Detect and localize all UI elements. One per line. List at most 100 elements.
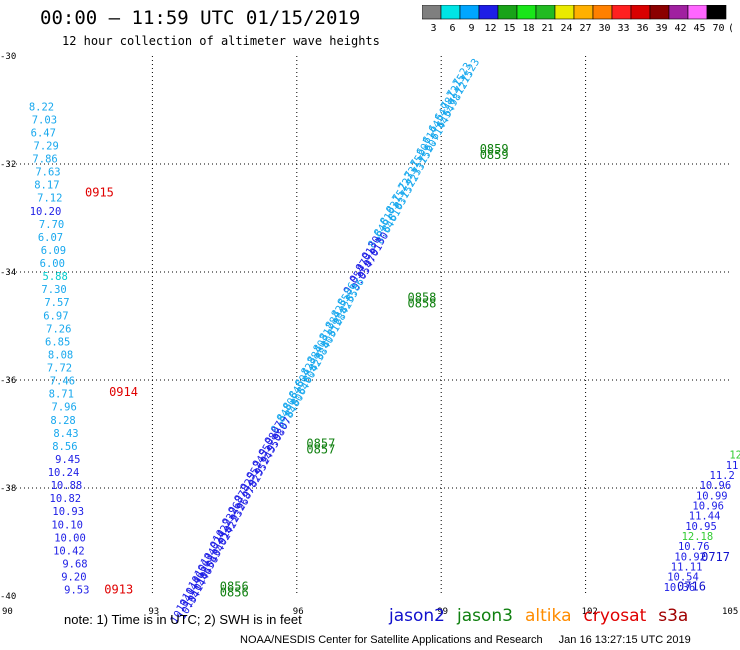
colorbar-tick-label: 30 [598, 23, 610, 34]
swh-value-label: 12.18 [682, 531, 714, 543]
swh-value-label: 8.71 [49, 389, 74, 401]
swh-value-label: 10.96 [700, 480, 732, 492]
legend-jason2: jason2 [389, 606, 445, 626]
swh-value-label: 10.99 [696, 490, 728, 502]
colorbar-tick-label: 12 [484, 23, 496, 34]
chart-subtitle: 12 hour collection of altimeter wave hei… [62, 34, 380, 48]
time-label: 0857 [306, 443, 335, 457]
swh-value-label: 11 [726, 460, 739, 472]
swh-value-label: 6.97 [43, 310, 68, 322]
swh-value-label: 11.11 [671, 562, 703, 574]
swh-value-label: 8.28 [50, 415, 75, 427]
y-tick-label: -34 [0, 268, 16, 278]
swh-value-label: 10.10 [51, 519, 83, 531]
swh-value-label: 7.70 [39, 219, 64, 231]
swh-value-label: 7.72 [47, 363, 72, 375]
swh-value-label: 10.93 [52, 506, 84, 518]
time-label: 0858 [408, 291, 437, 305]
swh-value-label: 6.07 [38, 232, 63, 244]
swh-value-label: 10.24 [48, 467, 80, 479]
swh-value-label: 5.88 [43, 271, 68, 283]
x-tick-label: 90 [2, 607, 13, 617]
time-label: 0716 [677, 580, 706, 594]
colorbar-tick-label: 6 [449, 23, 455, 34]
swh-value-label: 8.22 [29, 101, 54, 113]
swh-value-label: 7.96 [52, 402, 77, 414]
swh-value-label: 8.43 [53, 428, 78, 440]
time-label: 0856 [220, 580, 249, 594]
colorbar-tick-label: 15 [503, 23, 515, 34]
swh-value-label: 7.57 [44, 297, 69, 309]
legend-cryosat: cryosat [583, 606, 647, 626]
footer-timestamp: Jan 16 13:27:15 UTC 2019 [558, 634, 691, 646]
swh-value-label: 7.03 [32, 114, 57, 126]
swh-value-label: 7.12 [37, 193, 62, 205]
colorbar-tick-label: 70 [712, 23, 724, 34]
swh-value-label: 9.20 [61, 572, 86, 584]
time-label: 0717 [701, 550, 730, 564]
swh-value-label: 10.76 [678, 541, 710, 553]
time-label: 0914 [109, 385, 138, 399]
time-label: 0915 [85, 185, 114, 199]
x-tick-label: 99 [437, 607, 448, 617]
swh-value-label: 10.88 [51, 480, 83, 492]
time-label: 0857 [306, 437, 335, 451]
swh-value-label: 7.46 [50, 376, 75, 388]
swh-value-label: 6.85 [45, 336, 70, 348]
colorbar-tick-label: 9 [468, 23, 474, 34]
swh-value-label: 9.68 [62, 558, 87, 570]
swh-value-label: 10.42 [53, 545, 85, 557]
colorbar-tick-label: 21 [541, 23, 553, 34]
swh-value-label: 6.09 [41, 245, 66, 257]
swh-value-label: 8.08 [48, 349, 73, 361]
swh-value-label: 7.29 [34, 140, 59, 152]
colorbar-unit: (ft) [728, 23, 732, 34]
y-tick-label: -32 [0, 160, 16, 170]
mission-legend: jason2 jason3 altika cryosat s3a [389, 606, 700, 626]
time-label: 0913 [104, 582, 133, 596]
legend-altika: altika [525, 606, 572, 626]
colorbar-tick-label: 45 [693, 23, 705, 34]
colorbar-tick-label: 24 [560, 23, 572, 34]
swh-value-label: 9.45 [55, 454, 80, 466]
y-tick-label: -38 [0, 484, 16, 494]
note-text: note: 1) Time is in UTC; 2) SWH is in fe… [64, 612, 302, 627]
footer-source: NOAA/NESDIS Center for Satellite Applica… [240, 634, 543, 646]
swh-value-label: 9.53 [64, 585, 89, 597]
x-tick-label: 96 [293, 607, 304, 617]
swh-value-label: 10.36 [664, 582, 696, 594]
time-label: 0856 [220, 586, 249, 600]
colorbar-tick-label: 27 [579, 23, 591, 34]
colorbar-tick-label: 42 [674, 23, 686, 34]
swh-value-label: 11.44 [689, 511, 721, 523]
y-tick-label: -30 [0, 52, 16, 62]
swh-value-label: 10.95 [685, 521, 717, 533]
footer: NOAA/NESDIS Center for Satellite Applica… [240, 634, 691, 646]
swh-value-label: 8.56 [52, 441, 77, 453]
swh-value-label: 7.63 [35, 167, 60, 179]
time-label: 0859 [480, 142, 509, 156]
swh-value-label: 7.30 [41, 284, 66, 296]
colorbar-swatch [706, 5, 727, 20]
y-tick-label: -36 [0, 376, 16, 386]
swh-value-label: 11.2 [710, 470, 735, 482]
y-tick-label: -40 [0, 592, 16, 602]
time-label: 0858 [408, 297, 437, 311]
colorbar-tick-label: 33 [617, 23, 629, 34]
x-tick-label: 102 [582, 607, 598, 617]
legend-jason3: jason3 [457, 606, 513, 626]
x-tick-label: 93 [148, 607, 159, 617]
colorbar-tick-label: 36 [636, 23, 648, 34]
swh-value-label: 10.54 [667, 572, 699, 584]
legend-s3a: s3a [658, 606, 689, 626]
swh-value-label: 10.92 [674, 551, 706, 563]
swh-value-label: 10.96 [692, 500, 724, 512]
swh-value-label: 10.00 [54, 532, 86, 544]
chart-title: 00:00 – 11:59 UTC 01/15/2019 [40, 7, 361, 29]
time-label: 0859 [480, 148, 509, 162]
swh-value-label: 7.26 [46, 323, 71, 335]
swh-value-label: 6.47 [31, 127, 56, 139]
swh-value-label: 12 [729, 450, 740, 462]
